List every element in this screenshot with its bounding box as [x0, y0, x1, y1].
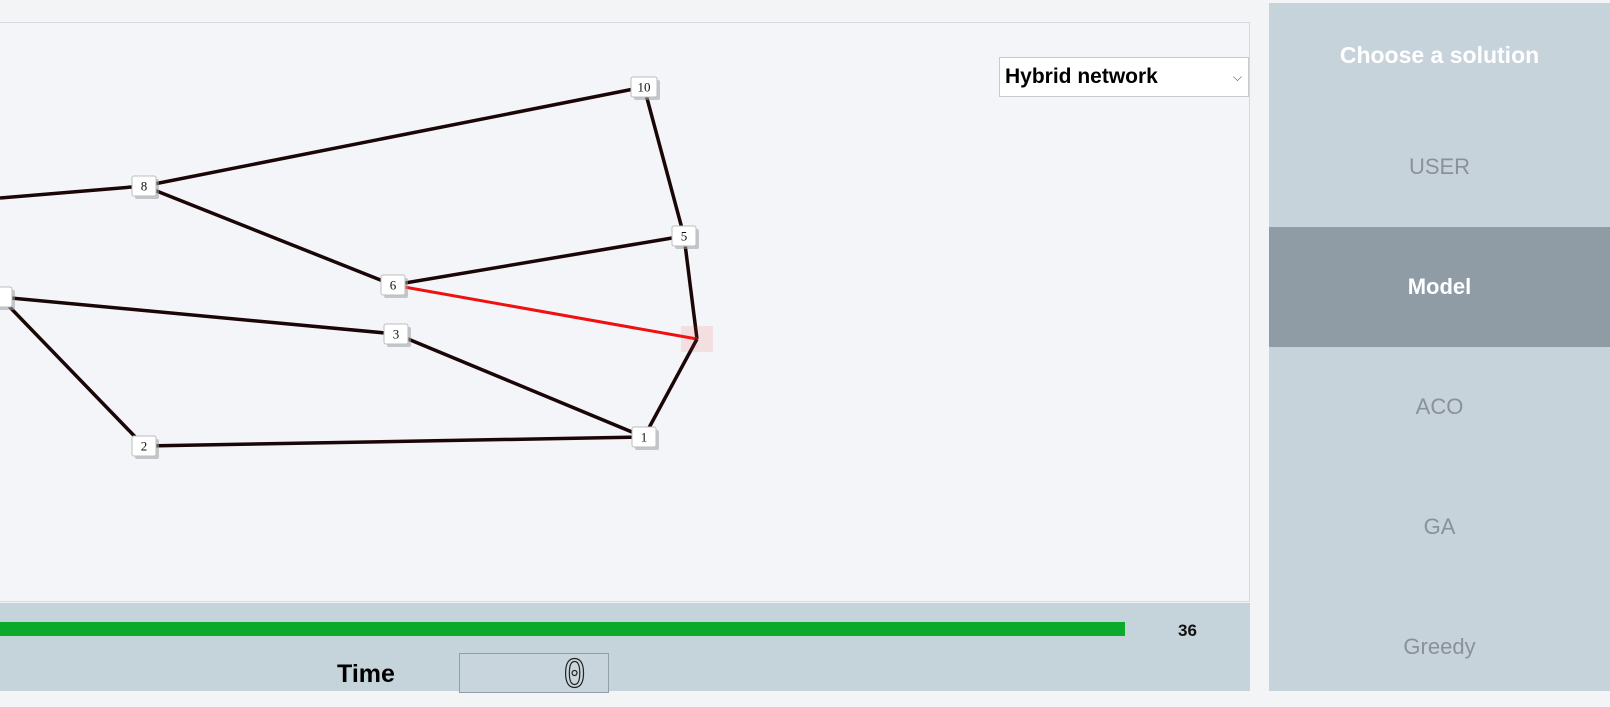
graph-edge[interactable]: [0, 295, 397, 336]
progress-fill: [0, 622, 1126, 636]
sidebar-title: Choose a solution: [1339, 41, 1540, 68]
graph-edge[interactable]: [143, 435, 645, 448]
graph-node-label: 6: [390, 278, 397, 293]
graph-node-5[interactable]: 5: [671, 225, 699, 249]
graph-edge[interactable]: [395, 332, 645, 439]
graph-edge[interactable]: [642, 338, 699, 438]
network-canvas[interactable]: 10 8 5 6 3 1 2 Hybrid network ⌵: [0, 22, 1250, 602]
graph-node-selected[interactable]: [681, 326, 713, 352]
graph-edge[interactable]: [642, 86, 686, 237]
sidebar-item-model[interactable]: Model: [1269, 227, 1610, 347]
graph-node-label: 1: [641, 430, 648, 445]
graph-node-10[interactable]: 10: [630, 76, 660, 100]
chevron-down-icon: ⌵: [1232, 70, 1242, 84]
graph-node-3[interactable]: 3: [383, 323, 411, 347]
network-type-value: Hybrid network: [1005, 65, 1158, 88]
graph-edge[interactable]: [392, 234, 685, 287]
time-label: Time: [337, 660, 395, 688]
graph-edge[interactable]: [682, 235, 699, 340]
graph-node-8[interactable]: 8: [131, 175, 159, 199]
solution-sidebar: Choose a solution USER Model ACO GA Gree…: [1269, 3, 1610, 691]
graph-edge[interactable]: [143, 184, 394, 287]
sidebar-item-user[interactable]: USER: [1408, 154, 1471, 179]
time-display: 0: [459, 652, 609, 696]
graph-node-label: 3: [393, 327, 400, 342]
graph-node-left[interactable]: [0, 286, 15, 310]
status-panel: 36 Time 0: [0, 603, 1250, 696]
progress-value: 36: [1178, 621, 1197, 640]
graph-node-label: 2: [141, 439, 148, 454]
graph-edge[interactable]: [0, 295, 146, 448]
graph-edge[interactable]: [143, 85, 645, 188]
graph-node-1[interactable]: 1: [631, 426, 659, 450]
graph-node-label: 10: [638, 80, 651, 95]
sidebar-item-greedy[interactable]: Greedy: [1403, 634, 1476, 659]
graph-node-label: 5: [681, 229, 688, 244]
graph-node-2[interactable]: 2: [131, 435, 159, 459]
sidebar-item-ga[interactable]: GA: [1423, 514, 1456, 539]
graph-node-6[interactable]: 6: [380, 274, 408, 298]
time-value: 0: [563, 652, 587, 696]
network-graph[interactable]: 10 8 5 6 3 1 2: [0, 23, 1250, 603]
progress-bar: [0, 622, 1160, 636]
sidebar-item-aco[interactable]: ACO: [1415, 394, 1464, 419]
graph-edge: [0, 184, 145, 200]
graph-node-label: 8: [141, 179, 148, 194]
network-type-select[interactable]: Hybrid network ⌵: [999, 57, 1249, 97]
graph-edge-highlighted[interactable]: [392, 283, 698, 341]
